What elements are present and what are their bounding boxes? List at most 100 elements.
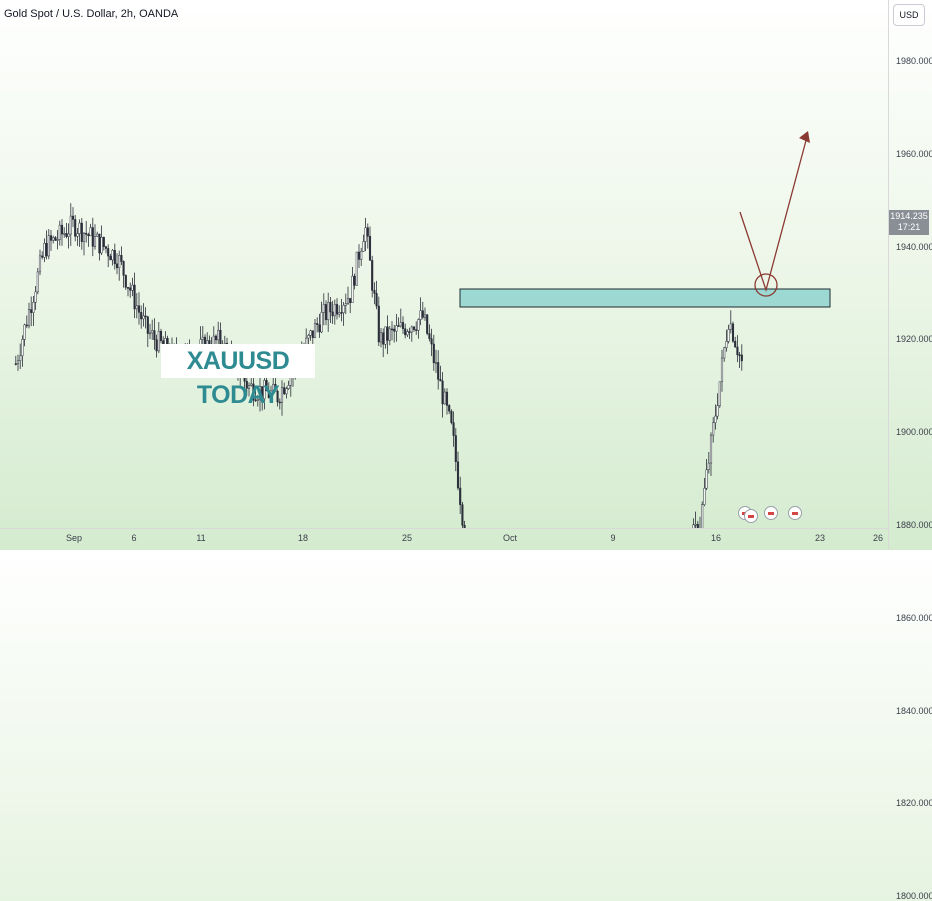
candle-body (375, 293, 378, 307)
candle-body (285, 388, 288, 395)
candle-body (371, 260, 374, 291)
candle-body (214, 335, 218, 341)
candle-body (111, 249, 114, 261)
candle-body (692, 524, 695, 528)
economic-event-icon[interactable] (764, 506, 778, 520)
price-axis[interactable] (888, 0, 932, 550)
overlay-title: XAUUSD TODAY (161, 344, 315, 409)
candle-body (98, 233, 101, 254)
last-price-countdown: 17:21 (897, 222, 921, 232)
candle-body (448, 405, 451, 412)
candle-body (52, 237, 55, 241)
price-tick-label: 1800.000 (896, 891, 932, 901)
candle-body (80, 222, 83, 242)
candle-body (707, 462, 710, 471)
candle-body (201, 336, 204, 340)
candle-body (142, 315, 145, 320)
economic-event-icon[interactable] (788, 506, 802, 520)
candle-body (47, 235, 50, 257)
candle-body (324, 304, 328, 321)
currency-button[interactable]: USD (893, 4, 925, 26)
price-tick-label: 1960.000 (896, 148, 932, 159)
candle-body (157, 331, 160, 352)
candle-body (36, 271, 39, 293)
candle-body (118, 255, 121, 269)
candle-body (727, 329, 730, 342)
candle-body (45, 243, 48, 257)
candle-body (421, 310, 424, 318)
candle-body (316, 323, 319, 326)
candle-body (67, 233, 70, 237)
candle-body (441, 380, 444, 405)
candle-body (58, 224, 61, 240)
candle-body (120, 255, 123, 262)
last-price-badge: 1914.235 17:21 (889, 210, 929, 235)
candle-body (362, 241, 365, 252)
candle-body (386, 326, 389, 341)
symbol-title: Gold Spot / U.S. Dollar, 2h, OANDA (4, 8, 179, 20)
candle-body (694, 523, 697, 526)
candle-body (19, 355, 22, 362)
candle-body (287, 385, 290, 389)
last-price-value: 1914.235 (890, 211, 928, 221)
candle-body (104, 246, 108, 249)
economic-event-icon[interactable] (744, 509, 758, 523)
candle-body (261, 386, 264, 400)
time-tick-label: 16 (710, 533, 722, 543)
price-tick-label: 1900.000 (896, 427, 932, 438)
candle-body (412, 326, 416, 330)
candle-body (14, 363, 17, 365)
candle-body (399, 322, 402, 327)
candle-body (217, 329, 220, 341)
time-tick-label: Sep (65, 533, 83, 543)
candle-body (263, 380, 266, 400)
price-tick-label: 1860.000 (896, 612, 932, 623)
candle-body (406, 331, 409, 336)
candle-body (100, 237, 103, 254)
price-tick-label: 1980.000 (896, 56, 932, 66)
time-tick-label: 11 (196, 533, 206, 543)
candle-body (102, 237, 105, 247)
candle-body (71, 215, 75, 220)
candle-body (461, 504, 464, 526)
candle-body (725, 341, 728, 349)
candle-body (723, 347, 726, 359)
candle-body (388, 328, 391, 341)
candle-body (151, 330, 154, 334)
candle-body (423, 314, 427, 318)
candle-body (401, 322, 405, 329)
projection-path[interactable] (739, 132, 809, 293)
candle-body (135, 305, 138, 310)
candle-body (113, 249, 116, 265)
candle-body (353, 275, 356, 286)
candle-body (267, 390, 270, 398)
target-circle[interactable] (754, 273, 778, 297)
candle-body (41, 255, 44, 258)
candle-body (344, 303, 347, 306)
time-axis[interactable] (0, 528, 888, 551)
candle-body (456, 461, 460, 489)
candle-body (159, 331, 163, 341)
candle-body (351, 275, 354, 303)
candle-body (454, 435, 457, 463)
price-tick-label: 1820.000 (896, 798, 932, 809)
price-tick-label: 1920.000 (896, 334, 932, 345)
candle-body (54, 237, 57, 241)
price-chart[interactable] (0, 0, 888, 528)
support-resistance-zone[interactable] (459, 288, 831, 308)
candle-body (78, 222, 81, 234)
price-tick-label: 1880.000 (896, 520, 932, 530)
candle-body (463, 525, 466, 528)
candle-body (393, 328, 396, 332)
candle-body (133, 284, 136, 310)
candle-body (38, 255, 42, 273)
candle-body (459, 487, 462, 505)
time-tick-label: 18 (297, 533, 309, 543)
candle-body (122, 261, 125, 276)
candle-body (32, 301, 35, 313)
candle-body (87, 234, 90, 237)
candle-body (705, 469, 708, 489)
candle-body (276, 390, 279, 403)
candle-body (373, 290, 376, 294)
candle-body (740, 354, 743, 362)
